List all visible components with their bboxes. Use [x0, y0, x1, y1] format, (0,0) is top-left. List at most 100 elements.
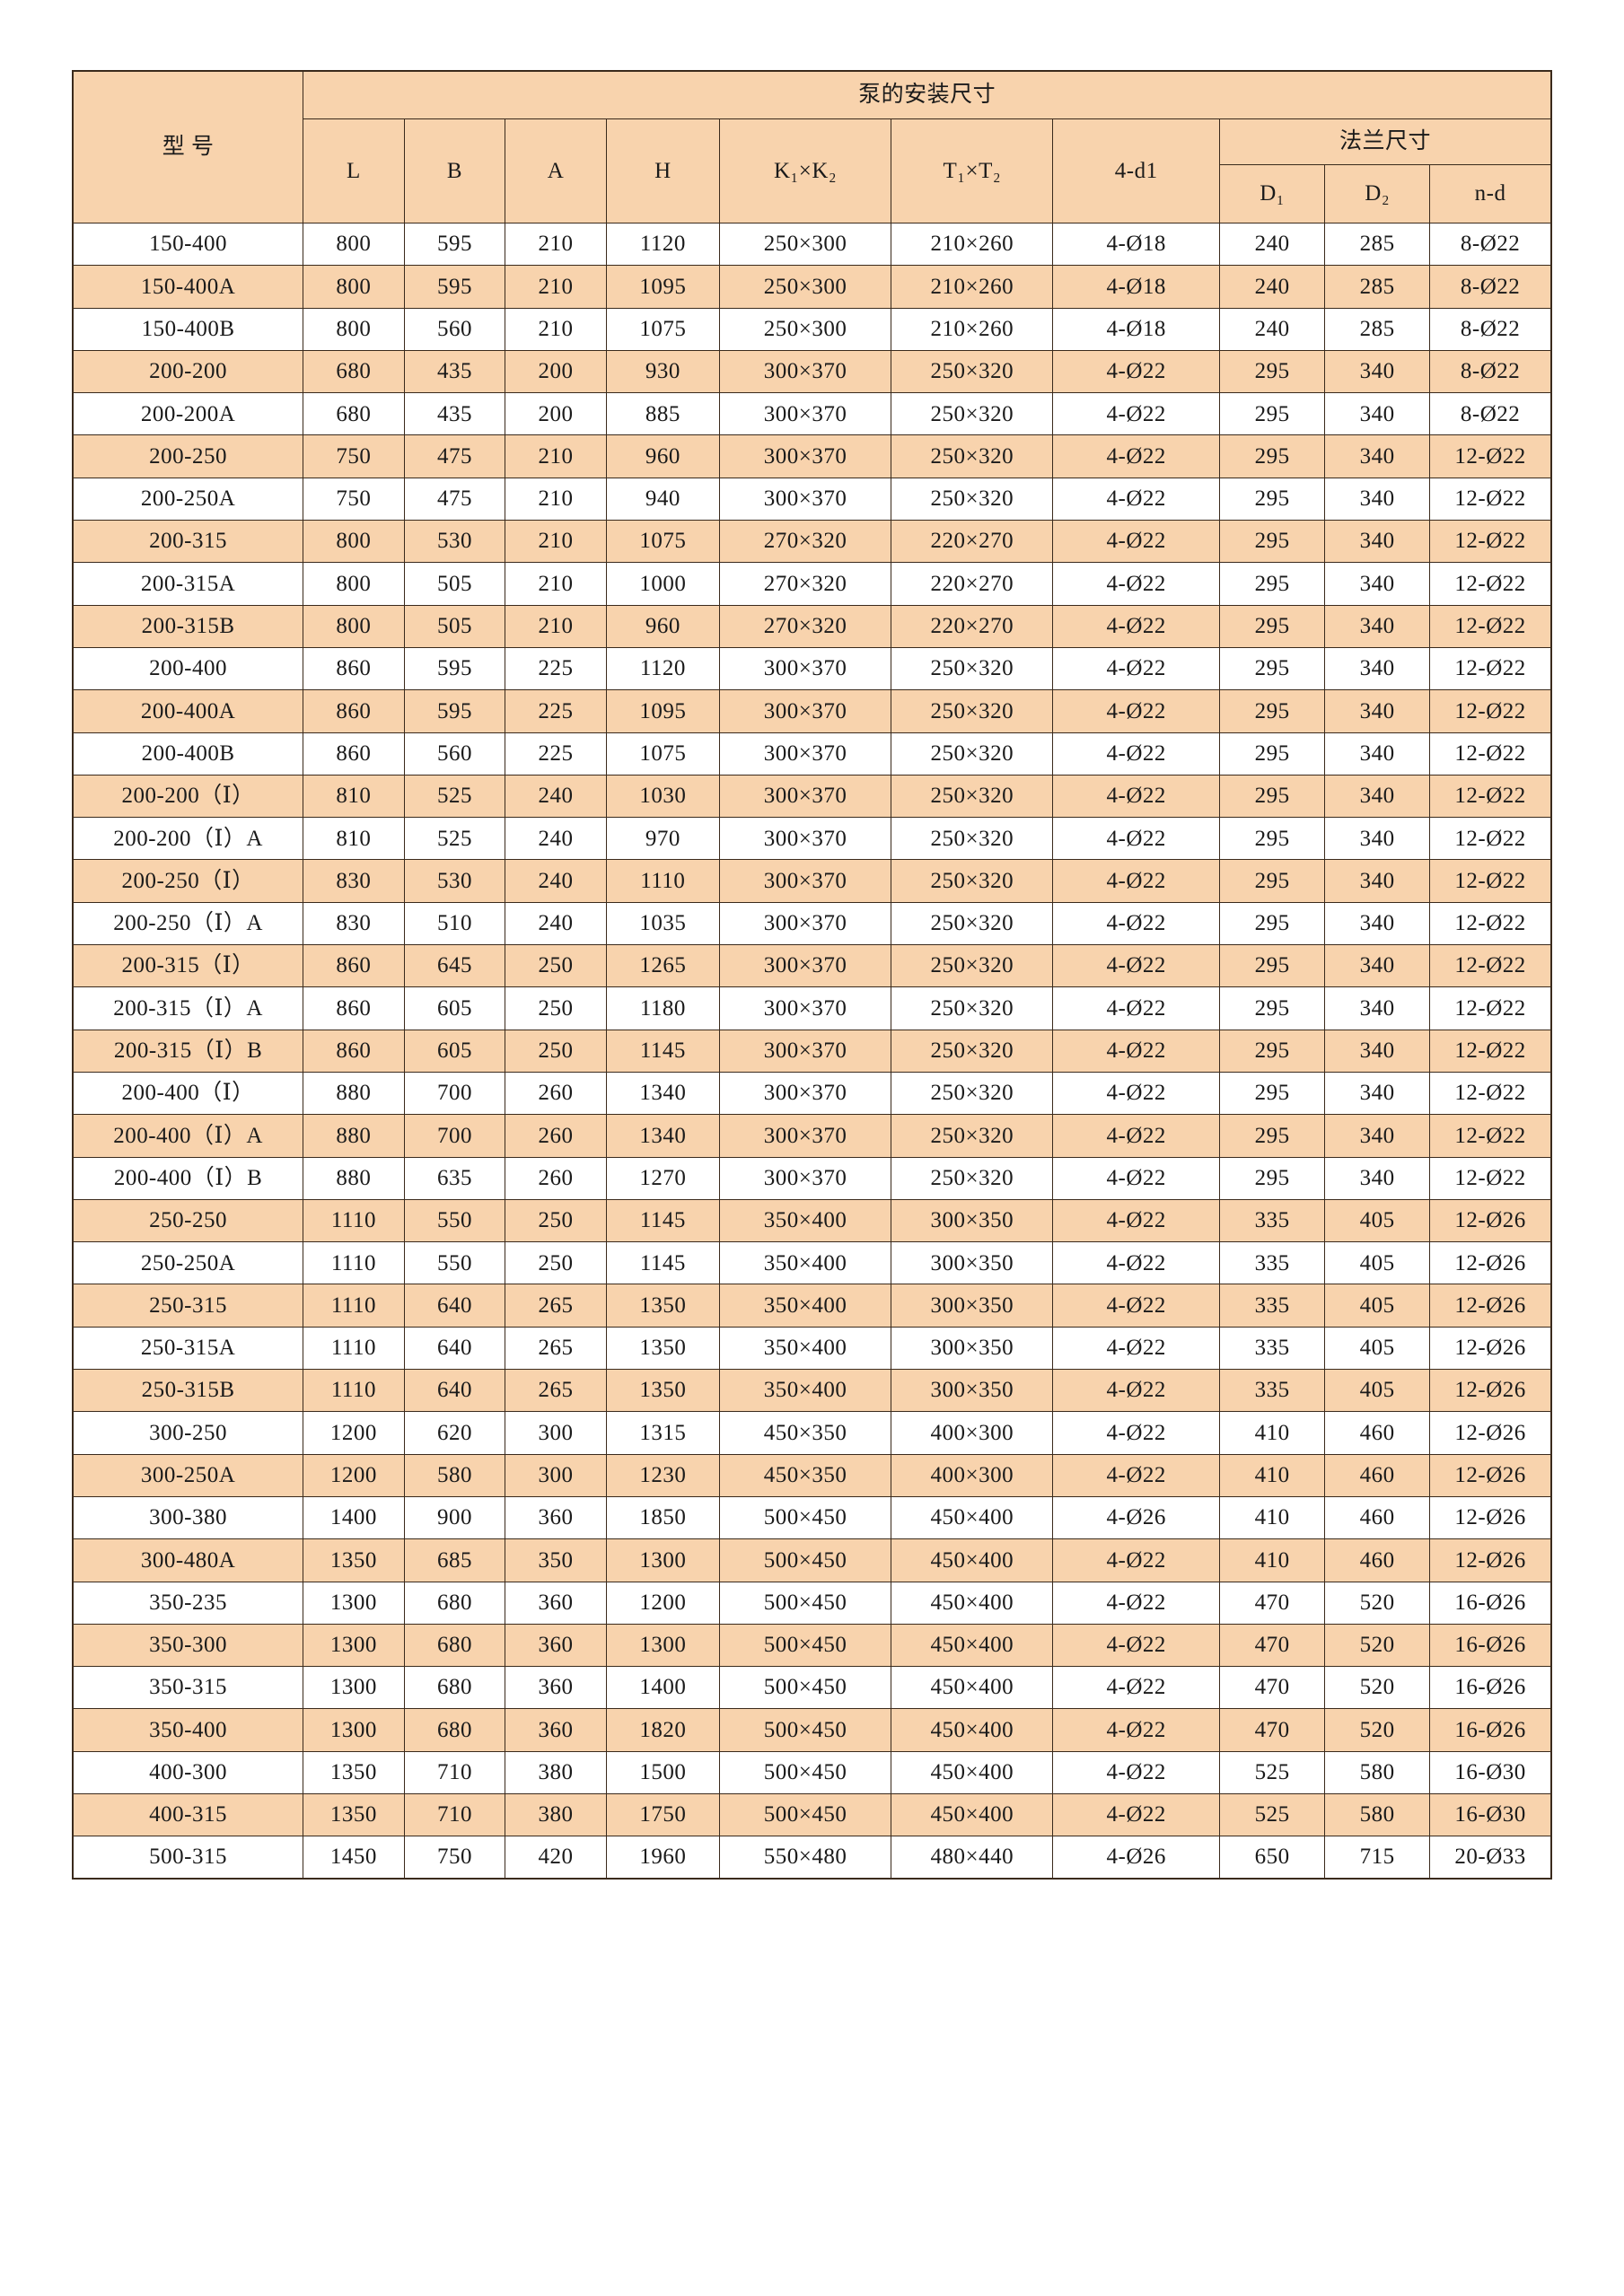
cell-D1: 240 [1219, 222, 1326, 267]
cell-model: 200-200 [72, 349, 304, 394]
cell-K1K2: 300×370 [718, 774, 892, 819]
cell-H: 1180 [605, 986, 720, 1030]
cell-4-d1: 4-Ø22 [1052, 1750, 1221, 1794]
header-col-D1: D₁ [1219, 164, 1326, 223]
table-row: 200-200 680 435 200 930 300×370 250×320 4-Ø22 29… [72, 349, 1552, 394]
table-row: 250-250A 1110 550 250 1145 350×400 300×350 4-Ø2… [72, 1241, 1552, 1285]
cell-K1K2: 270×320 [718, 604, 892, 648]
cell-4-d1: 4-Ø22 [1052, 986, 1221, 1030]
cell-A: 240 [505, 817, 607, 861]
cell-K1K2: 300×370 [718, 689, 892, 733]
cell-D1: 295 [1219, 392, 1326, 436]
cell-T1T2: 450×400 [891, 1792, 1054, 1837]
cell-T1T2: 300×350 [891, 1241, 1054, 1285]
cell-T1T2: 220×270 [891, 520, 1054, 564]
cell-B: 525 [403, 774, 506, 819]
table-row: 200-400（Ⅰ）A 880 700 260 1340 300×370 250×320 4-… [72, 1114, 1552, 1158]
header-group-installation: 泵的安装尺寸 [303, 70, 1552, 119]
table-row: 200-400A 860 595 225 1095 300×370 250×320 4-Ø22… [72, 689, 1552, 733]
cell-4-d1: 4-Ø26 [1052, 1495, 1221, 1540]
cell-model: 200-250 [72, 434, 304, 478]
cell-K1K2: 300×370 [718, 1156, 892, 1200]
cell-model: 200-250A [72, 477, 304, 521]
cell-K1K2: 300×370 [718, 646, 892, 691]
cell-T1T2: 300×350 [891, 1284, 1054, 1328]
cell-T1T2: 250×320 [891, 944, 1054, 988]
table-row: 350-400 1300 680 360 1820 500×450 450×400 4-Ø22… [72, 1708, 1552, 1752]
table-row: 200-250 750 475 210 960 300×370 250×320 4-Ø22 29… [72, 434, 1552, 478]
cell-B: 595 [403, 689, 506, 733]
cell-A: 360 [505, 1581, 607, 1625]
cell-B: 505 [403, 562, 506, 606]
cell-T1T2: 450×400 [891, 1623, 1054, 1668]
cell-H: 1120 [605, 222, 720, 267]
cell-L: 1300 [303, 1708, 405, 1752]
cell-4-d1: 4-Ø22 [1052, 1326, 1221, 1371]
cell-A: 260 [505, 1156, 607, 1200]
cell-T1T2: 250×320 [891, 1071, 1054, 1116]
cell-model: 250-315B [72, 1369, 304, 1413]
cell-B: 700 [403, 1071, 506, 1116]
cell-H: 1750 [605, 1792, 720, 1837]
cell-K1K2: 500×450 [718, 1666, 892, 1710]
cell-L: 1110 [303, 1284, 405, 1328]
cell-4-d1: 4-Ø22 [1052, 434, 1221, 478]
cell-H: 1075 [605, 520, 720, 564]
cell-n-d: 16-Ø30 [1429, 1792, 1552, 1837]
cell-4-d1: 4-Ø22 [1052, 732, 1221, 776]
cell-D2: 340 [1324, 859, 1431, 903]
cell-L: 680 [303, 392, 405, 436]
cell-K1K2: 450×350 [718, 1411, 892, 1455]
cell-A: 265 [505, 1326, 607, 1371]
cell-L: 860 [303, 646, 405, 691]
cell-D1: 295 [1219, 477, 1326, 521]
cell-L: 800 [303, 604, 405, 648]
cell-K1K2: 300×370 [718, 392, 892, 436]
cell-B: 550 [403, 1241, 506, 1285]
table-row: 150-400 800 595 210 1120 250×300 210×260 4-Ø18 2… [72, 222, 1552, 267]
cell-T1T2: 250×320 [891, 392, 1054, 436]
cell-K1K2: 300×370 [718, 1114, 892, 1158]
cell-4-d1: 4-Ø22 [1052, 646, 1221, 691]
cell-model: 200-315 [72, 520, 304, 564]
cell-A: 250 [505, 1198, 607, 1243]
cell-H: 1820 [605, 1708, 720, 1752]
cell-D2: 405 [1324, 1326, 1431, 1371]
cell-T1T2: 220×270 [891, 562, 1054, 606]
cell-B: 475 [403, 477, 506, 521]
cell-T1T2: 210×260 [891, 307, 1054, 351]
cell-L: 860 [303, 732, 405, 776]
table-row: 200-250A 750 475 210 940 300×370 250×320 4-Ø22 2… [72, 477, 1552, 521]
table-row: 200-315（Ⅰ） 860 645 250 1265 300×370 250×320 4-Ø… [72, 944, 1552, 988]
cell-n-d: 8-Ø22 [1429, 307, 1552, 351]
cell-H: 1095 [605, 265, 720, 309]
cell-4-d1: 4-Ø22 [1052, 689, 1221, 733]
cell-L: 800 [303, 265, 405, 309]
cell-4-d1: 4-Ø18 [1052, 265, 1221, 309]
cell-K1K2: 500×450 [718, 1538, 892, 1582]
cell-H: 1075 [605, 732, 720, 776]
cell-n-d: 8-Ø22 [1429, 265, 1552, 309]
cell-model: 300-250A [72, 1453, 304, 1497]
cell-A: 210 [505, 477, 607, 521]
cell-B: 580 [403, 1453, 506, 1497]
cell-A: 200 [505, 392, 607, 436]
cell-A: 210 [505, 434, 607, 478]
cell-L: 810 [303, 774, 405, 819]
cell-T1T2: 400×300 [891, 1453, 1054, 1497]
cell-D1: 650 [1219, 1836, 1326, 1880]
cell-4-d1: 4-Ø22 [1052, 901, 1221, 946]
cell-K1K2: 300×370 [718, 859, 892, 903]
cell-B: 635 [403, 1156, 506, 1200]
cell-n-d: 12-Ø22 [1429, 817, 1552, 861]
cell-model: 250-315A [72, 1326, 304, 1371]
cell-A: 350 [505, 1538, 607, 1582]
cell-D2: 285 [1324, 222, 1431, 267]
cell-D1: 410 [1219, 1495, 1326, 1540]
cell-model: 350-315 [72, 1666, 304, 1710]
cell-4-d1: 4-Ø22 [1052, 1369, 1221, 1413]
cell-L: 860 [303, 944, 405, 988]
cell-K1K2: 450×350 [718, 1453, 892, 1497]
cell-n-d: 12-Ø22 [1429, 1114, 1552, 1158]
table-row: 200-250（Ⅰ） 830 530 240 1110 300×370 250×320 4-Ø… [72, 859, 1552, 903]
